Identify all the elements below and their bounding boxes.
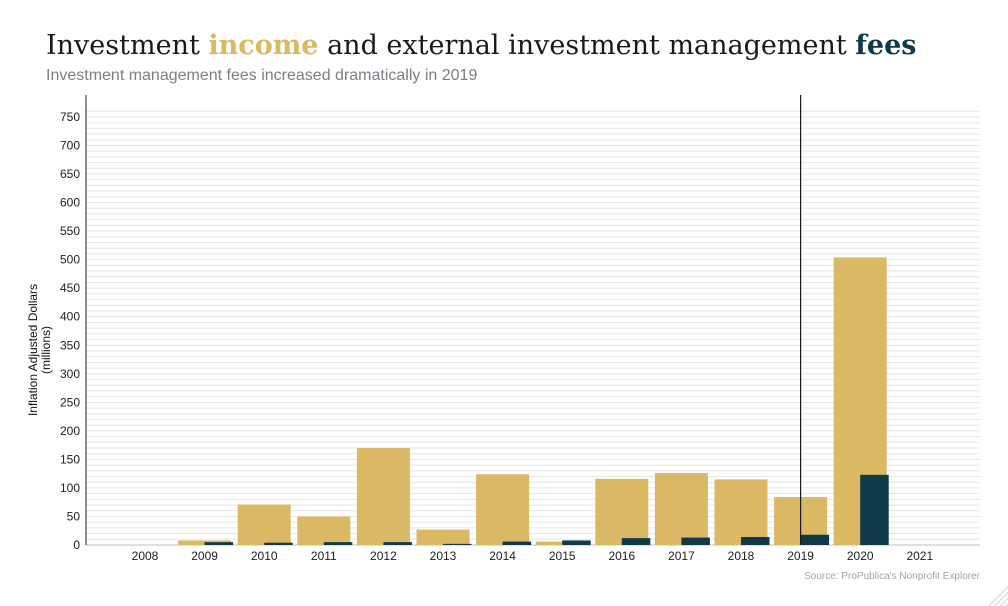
x-tick-label: 2019	[787, 549, 814, 563]
fees-bar	[264, 542, 293, 545]
y-tick-label: 450	[60, 281, 80, 295]
income-bar	[714, 479, 768, 545]
x-tick-label: 2012	[370, 549, 397, 563]
fees-bar	[741, 537, 770, 545]
y-tick-label: 650	[60, 167, 80, 181]
y-tick-label: 400	[60, 310, 80, 324]
y-axis-label-line-2: (millions)	[39, 326, 53, 375]
y-tick-label: 50	[67, 509, 81, 523]
fees-bar	[502, 541, 532, 545]
x-tick-label: 2021	[906, 549, 933, 563]
x-tick-label: 2015	[549, 549, 576, 563]
fees-bar	[383, 542, 412, 545]
bars	[178, 257, 889, 545]
x-tick-label: 2009	[191, 549, 218, 563]
y-tick-label: 300	[60, 367, 80, 381]
income-bar	[654, 473, 708, 545]
x-tick-label: 2020	[847, 549, 874, 563]
title-part-1: Investment	[46, 30, 209, 61]
y-tick-label: 150	[60, 452, 80, 466]
y-tick-label: 600	[60, 196, 80, 210]
title-part-2: and external investment management	[318, 30, 856, 61]
fees-bar	[800, 534, 830, 545]
y-tick-label: 250	[60, 395, 80, 409]
fees-bar	[204, 542, 234, 545]
income-bar	[416, 529, 470, 545]
chart-title: Investment income and external investmen…	[46, 30, 916, 61]
source-note: Source: ProPublica's Nonprofit Explorer	[804, 571, 980, 582]
x-tick-label: 2013	[430, 549, 457, 563]
fees-bar	[681, 537, 710, 545]
chart-subtitle: Investment management fees increased dra…	[46, 67, 478, 84]
fees-bar	[562, 540, 591, 545]
y-axis-label-wrap: Inflation Adjusted Dollars (millions)	[20, 250, 60, 450]
y-axis-ticks: 0 50 100 150 200 250 300 350 400 450 500 550 600 650 7…	[60, 110, 80, 552]
x-tick-label: 2016	[608, 549, 635, 563]
income-bar	[237, 504, 291, 545]
y-axis-label: Inflation Adjusted Dollars (millions)	[26, 283, 53, 417]
fees-bar	[860, 474, 889, 545]
fees-bar	[323, 542, 353, 545]
income-bar	[297, 516, 351, 545]
y-axis-label-line-1: Inflation Adjusted Dollars	[26, 283, 40, 417]
x-tick-label: 2011	[311, 549, 337, 563]
y-tick-label: 550	[60, 224, 80, 238]
y-tick-label: 700	[60, 139, 80, 153]
x-tick-label: 2010	[251, 549, 278, 563]
x-tick-label: 2014	[489, 549, 516, 563]
x-tick-label: 2008	[132, 549, 159, 563]
y-tick-label: 0	[73, 538, 80, 552]
title-income-word: income	[208, 30, 319, 61]
income-bar	[356, 447, 410, 545]
x-axis-ticks: 2008 2009 2010 2011 2012 2013 2014 2015 2016 2017…	[132, 549, 934, 563]
income-bar	[595, 478, 649, 545]
gridlines	[86, 110, 980, 546]
y-tick-label: 750	[60, 110, 80, 124]
fees-bar	[621, 538, 651, 545]
y-tick-label: 100	[60, 481, 80, 495]
income-bar	[476, 474, 530, 545]
fees-bar	[443, 543, 472, 545]
x-tick-label: 2018	[728, 549, 755, 563]
y-tick-label: 200	[60, 424, 80, 438]
x-tick-label: 2017	[668, 549, 695, 563]
y-tick-label: 500	[60, 253, 80, 267]
y-tick-label: 350	[60, 338, 80, 352]
title-fees-word: fees	[855, 30, 917, 61]
